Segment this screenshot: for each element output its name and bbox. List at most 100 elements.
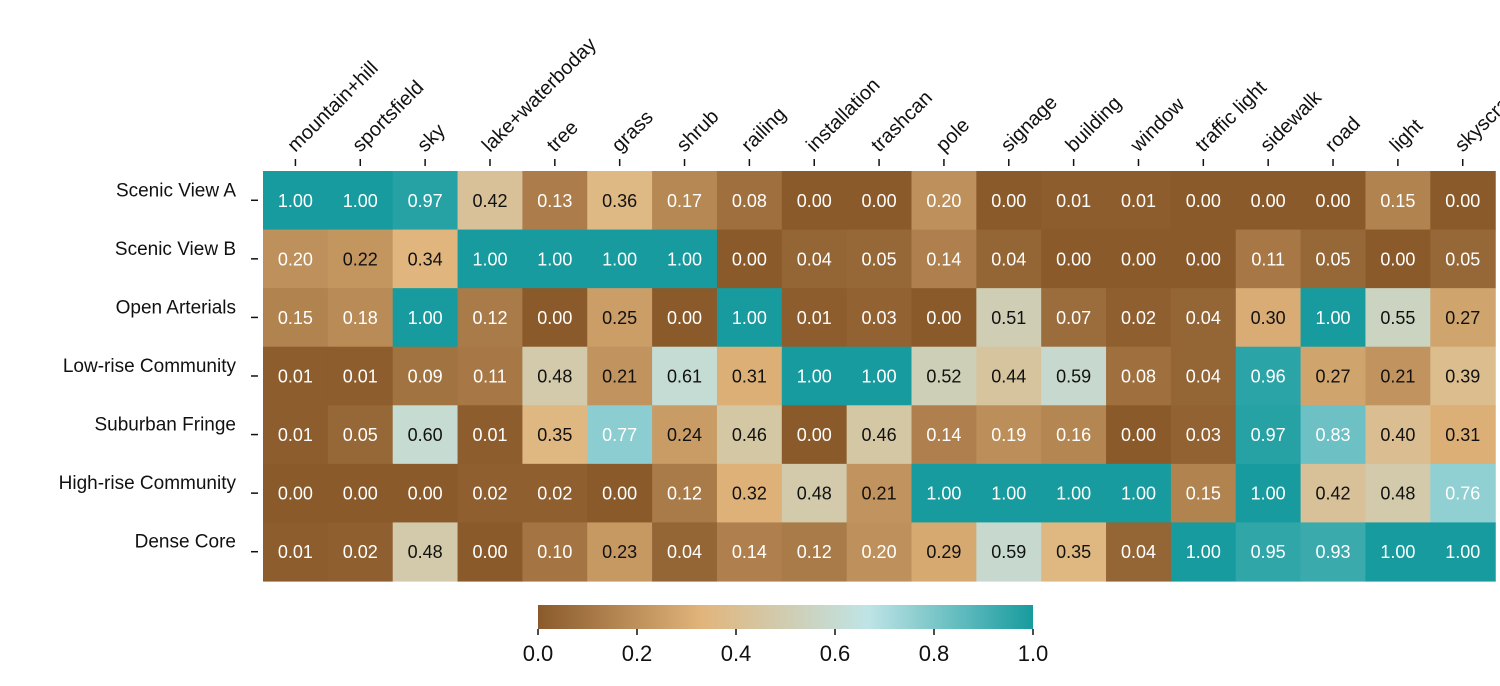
- cell-value-label: 0.04: [1186, 308, 1221, 328]
- row-label: Low-rise Community: [63, 356, 237, 377]
- cell-value-label: 0.22: [343, 249, 378, 269]
- heatmap-cell: [457, 405, 523, 465]
- heatmap-cell: [976, 288, 1042, 348]
- heatmap-cell: [327, 288, 394, 348]
- heatmap-cell: [1300, 346, 1367, 406]
- heatmap-cell: [716, 522, 783, 582]
- cell-value-label: 0.00: [1056, 249, 1091, 269]
- heatmap-cell: [911, 522, 977, 582]
- cell-value-label: 0.01: [278, 542, 313, 562]
- cell-value-label: 1.00: [1445, 542, 1480, 562]
- heatmap-cell: [716, 288, 783, 348]
- heatmap-cell: [716, 346, 783, 406]
- cell-value-label: 0.00: [667, 308, 702, 328]
- heatmap-cell: [781, 463, 848, 524]
- cell-value-label: 0.60: [408, 425, 443, 445]
- heatmap-cell: [976, 405, 1042, 465]
- cell-value-label: 0.21: [602, 366, 637, 386]
- cell-value-label: 0.00: [732, 249, 767, 269]
- row-labels: Scenic View A Scenic View B Open Arterials…: [59, 180, 258, 553]
- cell-value-label: 0.48: [408, 542, 443, 562]
- heatmap-cell: [392, 288, 459, 348]
- heatmap-cell: [781, 346, 848, 406]
- column-label: pole: [932, 114, 974, 156]
- cell-value-label: 0.00: [797, 191, 832, 211]
- row-label: Suburban Fringe: [94, 415, 236, 436]
- heatmap-cell: [911, 463, 977, 524]
- heatmap-cell: [781, 171, 848, 231]
- cell-value-label: 0.44: [991, 366, 1026, 386]
- column-label: skyscraper: [1451, 72, 1500, 156]
- cell-value-label: 0.02: [1121, 308, 1156, 328]
- colorbar-gradient: [538, 605, 1033, 629]
- heatmap-cell: [1235, 171, 1302, 231]
- cell-value-label: 1.00: [862, 366, 897, 386]
- heatmap-cell: [327, 171, 394, 231]
- cell-value-label: 0.00: [1380, 249, 1415, 269]
- cell-value-label: 0.29: [926, 542, 961, 562]
- cell-value-label: 0.04: [1186, 366, 1221, 386]
- cell-value-label: 0.01: [278, 425, 313, 445]
- colorbar-tick-label: 1.0: [1018, 641, 1049, 666]
- heatmap-cell: [1106, 229, 1172, 289]
- cell-value-label: 0.19: [991, 425, 1026, 445]
- cell-value-label: 0.17: [667, 191, 702, 211]
- row-label: Scenic View A: [116, 180, 236, 201]
- heatmap-cell: [263, 463, 329, 524]
- cell-value-label: 0.08: [732, 191, 767, 211]
- heatmap-cell: [392, 405, 459, 465]
- heatmap-cell: [1365, 405, 1431, 465]
- heatmap-cell: [1106, 463, 1172, 524]
- cell-value-label: 1.00: [797, 366, 832, 386]
- colorbar-tick-label: 0.8: [919, 641, 950, 666]
- heatmap-cell: [1041, 288, 1107, 348]
- cell-value-label: 0.20: [278, 249, 313, 269]
- heatmap-cell: [781, 288, 848, 348]
- heatmap-cell: [1365, 522, 1431, 582]
- cell-value-label: 1.00: [1380, 542, 1415, 562]
- column-label: building: [1062, 92, 1126, 156]
- cell-value-label: 0.04: [797, 249, 832, 269]
- cell-value-label: 0.05: [862, 249, 897, 269]
- heatmap-cell: [1106, 171, 1172, 231]
- cell-value-label: 0.96: [1251, 366, 1286, 386]
- cell-value-label: 0.14: [926, 249, 961, 269]
- cell-value-label: 0.61: [667, 366, 702, 386]
- heatmap-cell: [587, 522, 653, 582]
- cell-value-label: 0.31: [732, 366, 767, 386]
- heatmap-cell: [392, 522, 459, 582]
- heatmap-cell: [263, 229, 329, 289]
- heatmap-cell: [263, 171, 329, 231]
- column-label: signage: [997, 91, 1062, 156]
- cell-value-label: 0.00: [537, 308, 572, 328]
- heatmap-cell: [1041, 522, 1107, 582]
- heatmap-cell: [976, 346, 1042, 406]
- cell-value-label: 0.04: [667, 542, 702, 562]
- row-label: Scenic View B: [115, 239, 236, 260]
- cell-value-label: 0.21: [1380, 366, 1415, 386]
- heatmap-cell: [1170, 229, 1237, 289]
- heatmap-cell: [1170, 405, 1237, 465]
- cell-value-label: 0.21: [862, 484, 897, 504]
- cell-value-label: 1.00: [1251, 484, 1286, 504]
- heatmap-cell: [652, 171, 718, 231]
- heatmap-cell: [1106, 288, 1172, 348]
- heatmap-cell: [1170, 171, 1237, 231]
- heatmap-cell: [1430, 463, 1496, 524]
- heatmap-cell: [846, 463, 913, 524]
- heatmap-cell: [1365, 288, 1431, 348]
- column-label: shrub: [673, 106, 724, 157]
- heatmap-cell: [1300, 171, 1367, 231]
- heatmap-cell: [1300, 522, 1367, 582]
- heatmap-cell: [911, 229, 977, 289]
- heatmap-cell: [1041, 346, 1107, 406]
- heatmap-cell: [976, 229, 1042, 289]
- heatmap-cell: [652, 288, 718, 348]
- heatmap-cell: [1041, 405, 1107, 465]
- heatmap-cell: [392, 229, 459, 289]
- cell-value-label: 1.00: [1316, 308, 1351, 328]
- heatmap-cells: 1.00 1.00 0.97 0.42 0.13 0.36 0.17 0.08 0.00 0.00…: [263, 171, 1496, 582]
- heatmap-cell: [587, 288, 653, 348]
